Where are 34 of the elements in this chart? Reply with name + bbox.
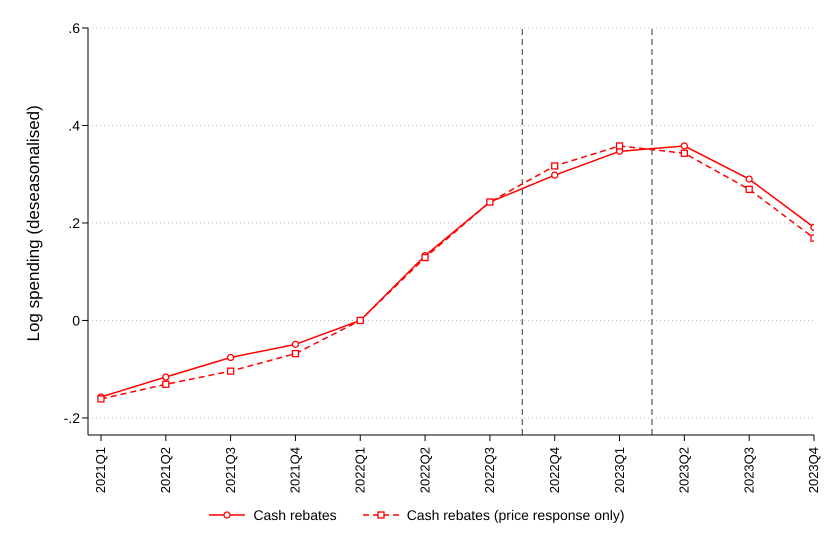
point xyxy=(616,142,624,150)
x-tick-label: 2022Q3 xyxy=(482,447,498,494)
point xyxy=(551,172,558,179)
point xyxy=(746,186,753,193)
point xyxy=(680,142,688,150)
x-tick-label: 2023Q3 xyxy=(741,447,756,494)
point xyxy=(162,373,170,381)
x-tick-label: 2021Q2 xyxy=(158,447,174,494)
y-tick-label: .4 xyxy=(68,117,80,134)
legend-label: Cash rebates (price response only) xyxy=(406,507,625,523)
point xyxy=(746,175,753,183)
x-tick-label: 2023Q2 xyxy=(676,447,692,494)
legend-label: Cash rebates xyxy=(253,507,337,523)
point xyxy=(680,150,688,157)
point xyxy=(292,350,300,358)
x-tick-label: 2022Q2 xyxy=(417,447,432,494)
x-tick-label: 2023Q1 xyxy=(612,447,627,494)
point xyxy=(226,354,234,362)
point xyxy=(226,367,234,375)
y-tick-label: 0 xyxy=(72,312,80,328)
x-tick-label: 2021Q3 xyxy=(222,447,238,494)
x-tick-label: 2021Q1 xyxy=(93,447,108,494)
x-tick-label: 2022Q4 xyxy=(546,447,562,494)
x-tick-label: 2023Q4 xyxy=(806,447,822,494)
x-tick-label: 2021Q4 xyxy=(288,447,303,494)
y-tick-label: .6 xyxy=(68,20,80,36)
point xyxy=(162,380,170,388)
point xyxy=(292,340,300,348)
y-tick-label: -.2 xyxy=(64,410,80,426)
point xyxy=(551,162,558,170)
x-tick-label: 2022Q1 xyxy=(352,447,368,494)
y-axis-title: Log spending (deseasonalised) xyxy=(24,105,44,342)
y-tick-label: .2 xyxy=(68,214,80,231)
point xyxy=(486,198,494,206)
